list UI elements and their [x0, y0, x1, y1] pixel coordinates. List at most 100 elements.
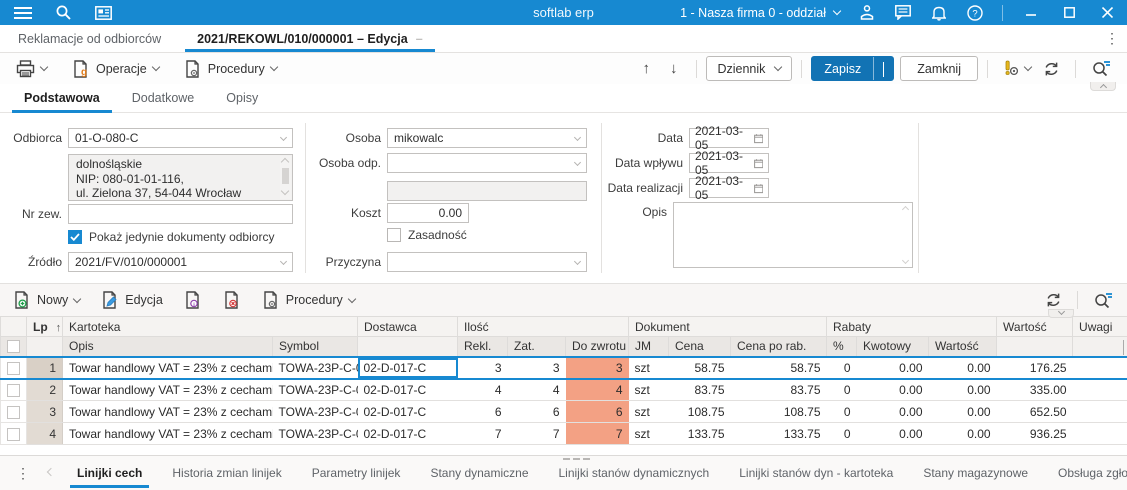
grid-toolbar-collapse-handle[interactable]: [1048, 307, 1074, 318]
col-uwagi[interactable]: Uwagi: [1072, 316, 1127, 337]
zapisz-button[interactable]: Zapisz: [811, 56, 895, 81]
przyczyna-select[interactable]: [387, 252, 587, 272]
row-checkbox[interactable]: [0, 400, 27, 423]
pokaz-jedynie-checkbox[interactable]: Pokaż jedynie dokumenty odbiorcy: [68, 230, 274, 244]
table-row[interactable]: 4 Towar handlowy VAT = 23% z cechami 004…: [0, 422, 1127, 445]
opis-textarea[interactable]: [673, 202, 913, 268]
table-row[interactable]: 1 Towar handlowy VAT = 23% z cechami 001…: [0, 355, 1127, 380]
search-icon[interactable]: [54, 4, 72, 22]
tab-linijki-stanow-dyn-kartoteka[interactable]: Linijki stanów dyn - kartoteka: [739, 466, 894, 480]
tab-rekowl-edycja[interactable]: 2021/REKOWL/010/000001 – Edycja –: [179, 25, 441, 52]
refresh-button[interactable]: [1037, 58, 1066, 80]
data-input[interactable]: 2021-03-05: [689, 124, 769, 152]
do-zwrotu-cell[interactable]: 3: [565, 355, 629, 380]
search-filter-icon: [1095, 292, 1112, 308]
focused-cell[interactable]: 02-D-017-C: [357, 355, 458, 380]
tab-reklamacje-od-odbiorcow[interactable]: Reklamacje od odbiorców: [18, 31, 162, 46]
procedury-button[interactable]: Procedury: [179, 57, 283, 81]
bottom-tabs-menu-icon[interactable]: ⋮: [16, 464, 30, 481]
tab-opisy[interactable]: Opisy: [226, 91, 259, 105]
do-zwrotu-cell[interactable]: 6: [565, 400, 629, 423]
tab-overflow-menu-icon[interactable]: ⋮: [1105, 30, 1119, 46]
osoba-select[interactable]: mikowalc: [387, 128, 587, 148]
chevron-down-icon: [39, 62, 49, 72]
info-document-button[interactable]: i: [179, 288, 208, 312]
col-cena[interactable]: Cena: [668, 336, 731, 357]
splitter-gripper[interactable]: [563, 458, 590, 460]
zrodlo-select[interactable]: 2021/FV/010/000001: [68, 252, 293, 272]
move-up-button[interactable]: ↑: [642, 60, 650, 77]
operacje-button[interactable]: g Operacje: [67, 57, 165, 81]
news-panel-icon[interactable]: [94, 4, 112, 22]
osoba-odp-select[interactable]: [387, 153, 587, 173]
notifications-bell-icon[interactable]: [930, 4, 948, 22]
delete-document-button[interactable]: [218, 288, 247, 312]
company-selector[interactable]: 1 - Nasza firma 0 - oddział: [680, 6, 842, 20]
tab-linijki-cech[interactable]: Linijki cech: [62, 456, 157, 490]
col-lp[interactable]: Lp ↑: [26, 316, 63, 337]
alerts-settings-button[interactable]: [997, 57, 1037, 80]
col-rekl[interactable]: Rekl.: [457, 336, 508, 357]
col-rabat-kwotowy[interactable]: Kwotowy: [856, 336, 930, 357]
col-dostawca[interactable]: Dostawca: [357, 316, 458, 337]
col-wartosc[interactable]: Wartość: [996, 316, 1074, 337]
row-checkbox[interactable]: [0, 422, 27, 445]
maximize-button[interactable]: [1059, 4, 1079, 22]
do-zwrotu-cell[interactable]: 4: [565, 378, 629, 401]
nowy-button[interactable]: Nowy: [8, 288, 86, 312]
col-kartoteka[interactable]: Kartoteka: [62, 316, 358, 337]
odbiorca-select[interactable]: 01-O-080-C: [68, 128, 293, 148]
col-rabat-wartosc[interactable]: Wartość: [928, 336, 998, 357]
grid-procedury-button[interactable]: Procedury: [257, 288, 361, 312]
search-filter-button[interactable]: [1085, 57, 1117, 80]
side-panel-collapse-icon[interactable]: [1123, 340, 1124, 355]
do-zwrotu-cell[interactable]: 7: [565, 422, 629, 445]
tab-linijki-stanow-dynamicznych[interactable]: Linijki stanów dynamicznych: [558, 466, 710, 480]
move-down-button[interactable]: ↓: [669, 60, 678, 77]
bottom-tabs-scroll-left[interactable]: [40, 456, 62, 490]
user-icon[interactable]: [858, 4, 876, 22]
table-row[interactable]: 3 Towar handlowy VAT = 23% z cechami 003…: [0, 400, 1127, 423]
row-checkbox[interactable]: [0, 378, 27, 401]
minimize-button[interactable]: [1021, 4, 1041, 22]
scrollbar[interactable]: [280, 156, 291, 199]
messages-icon[interactable]: [894, 4, 912, 22]
col-rabat-procent[interactable]: %: [826, 336, 858, 357]
print-button[interactable]: [10, 57, 53, 81]
col-opis[interactable]: Opis: [62, 336, 273, 357]
dziennik-dropdown[interactable]: Dziennik: [706, 56, 793, 81]
tab-historia-zmian-linijek[interactable]: Historia zmian linijek: [172, 466, 282, 480]
col-ilosc[interactable]: Ilość: [457, 316, 629, 337]
col-do-zwrotu[interactable]: Do zwrotu: [565, 336, 629, 357]
row-checkbox[interactable]: [0, 355, 27, 380]
tab-stany-magazynowe[interactable]: Stany magazynowe: [923, 466, 1029, 480]
tab-obsluga-zgloszen-reklamacyjnych[interactable]: Obsługa zgłoszeń reklamacy: [1058, 466, 1127, 480]
col-rabaty[interactable]: Rabaty: [826, 316, 998, 337]
col-symbol[interactable]: Symbol: [272, 336, 358, 357]
grid-search-filter-button[interactable]: [1087, 289, 1119, 312]
sort-asc-icon[interactable]: ↑: [55, 321, 62, 334]
tab-parametry-linijek[interactable]: Parametry linijek: [311, 466, 401, 480]
col-jm[interactable]: JM: [628, 336, 669, 357]
table-row[interactable]: 2 Towar handlowy VAT = 23% z cechami 002…: [0, 378, 1127, 401]
data-realizacji-input[interactable]: 2021-03-05: [689, 174, 769, 202]
tab-close-indicator[interactable]: –: [415, 31, 423, 46]
help-icon[interactable]: ?: [966, 4, 984, 22]
zamknij-button[interactable]: Zamknij: [900, 56, 978, 81]
col-zat[interactable]: Zat.: [507, 336, 566, 357]
select-all-checkbox[interactable]: [0, 336, 27, 357]
nr-zew-input[interactable]: [68, 204, 293, 224]
col-cena-po-rab[interactable]: Cena po rab.: [729, 336, 828, 357]
edycja-button[interactable]: Edycja: [96, 288, 169, 312]
tab-dodatkowe[interactable]: Dodatkowe: [131, 91, 195, 105]
data-wplywu-input[interactable]: 2021-03-05: [689, 149, 769, 177]
col-dokument[interactable]: Dokument: [627, 316, 828, 337]
tab-podstawowa[interactable]: Podstawowa: [8, 84, 116, 113]
koszt-input[interactable]: 0.00: [387, 203, 469, 223]
close-button[interactable]: [1097, 4, 1117, 22]
hamburger-menu-icon[interactable]: [14, 4, 32, 22]
grid-refresh-button[interactable]: [1039, 289, 1068, 311]
tab-stany-dynamiczne[interactable]: Stany dynamiczne: [430, 466, 529, 480]
zasadnosc-checkbox[interactable]: Zasadność: [387, 228, 467, 242]
toolbar-collapse-handle[interactable]: [1090, 82, 1116, 92]
